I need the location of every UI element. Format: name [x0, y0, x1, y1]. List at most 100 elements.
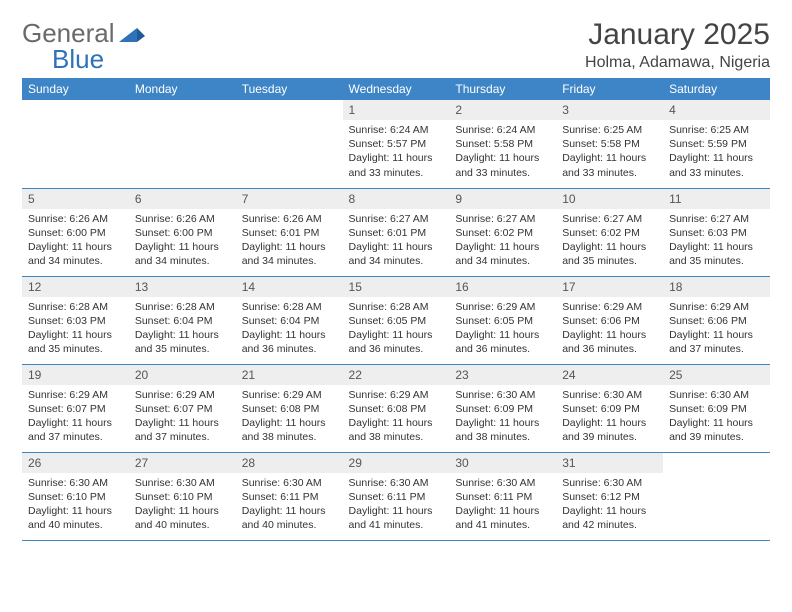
- daylight-text-1: Daylight: 11 hours: [28, 504, 123, 518]
- daylight-text-2: and 35 minutes.: [135, 342, 230, 356]
- day-header: Friday: [556, 78, 663, 100]
- calendar-cell: [22, 100, 129, 188]
- sunrise-text: Sunrise: 6:30 AM: [28, 476, 123, 490]
- calendar-cell: 5Sunrise: 6:26 AMSunset: 6:00 PMDaylight…: [22, 188, 129, 276]
- sunset-text: Sunset: 6:06 PM: [562, 314, 657, 328]
- sunrise-text: Sunrise: 6:27 AM: [562, 212, 657, 226]
- day-number: 26: [22, 453, 129, 473]
- day-header: Wednesday: [343, 78, 450, 100]
- day-number: 18: [663, 277, 770, 297]
- daylight-text-2: and 36 minutes.: [242, 342, 337, 356]
- calendar-cell: 1Sunrise: 6:24 AMSunset: 5:57 PMDaylight…: [343, 100, 450, 188]
- calendar-cell: 10Sunrise: 6:27 AMSunset: 6:02 PMDayligh…: [556, 188, 663, 276]
- daylight-text-2: and 34 minutes.: [455, 254, 550, 268]
- daylight-text-1: Daylight: 11 hours: [349, 151, 444, 165]
- sunset-text: Sunset: 6:08 PM: [349, 402, 444, 416]
- sunrise-text: Sunrise: 6:30 AM: [135, 476, 230, 490]
- daylight-text-1: Daylight: 11 hours: [135, 504, 230, 518]
- calendar-cell: 31Sunrise: 6:30 AMSunset: 6:12 PMDayligh…: [556, 452, 663, 540]
- calendar-cell: 24Sunrise: 6:30 AMSunset: 6:09 PMDayligh…: [556, 364, 663, 452]
- day-number: 13: [129, 277, 236, 297]
- daylight-text-1: Daylight: 11 hours: [28, 240, 123, 254]
- day-info: Sunrise: 6:29 AMSunset: 6:07 PMDaylight:…: [22, 385, 129, 449]
- calendar-cell: 12Sunrise: 6:28 AMSunset: 6:03 PMDayligh…: [22, 276, 129, 364]
- daylight-text-1: Daylight: 11 hours: [242, 416, 337, 430]
- daylight-text-1: Daylight: 11 hours: [135, 416, 230, 430]
- sunrise-text: Sunrise: 6:29 AM: [349, 388, 444, 402]
- day-info: Sunrise: 6:25 AMSunset: 5:58 PMDaylight:…: [556, 120, 663, 184]
- calendar-body: 1Sunrise: 6:24 AMSunset: 5:57 PMDaylight…: [22, 100, 770, 540]
- calendar-cell: 21Sunrise: 6:29 AMSunset: 6:08 PMDayligh…: [236, 364, 343, 452]
- sunset-text: Sunset: 6:04 PM: [135, 314, 230, 328]
- day-number: 21: [236, 365, 343, 385]
- calendar-row: 19Sunrise: 6:29 AMSunset: 6:07 PMDayligh…: [22, 364, 770, 452]
- daylight-text-2: and 36 minutes.: [349, 342, 444, 356]
- calendar-cell: 30Sunrise: 6:30 AMSunset: 6:11 PMDayligh…: [449, 452, 556, 540]
- sunrise-text: Sunrise: 6:28 AM: [242, 300, 337, 314]
- day-number: 23: [449, 365, 556, 385]
- calendar-cell: 22Sunrise: 6:29 AMSunset: 6:08 PMDayligh…: [343, 364, 450, 452]
- calendar-cell: 15Sunrise: 6:28 AMSunset: 6:05 PMDayligh…: [343, 276, 450, 364]
- day-number: 6: [129, 189, 236, 209]
- daylight-text-1: Daylight: 11 hours: [455, 504, 550, 518]
- sunrise-text: Sunrise: 6:29 AM: [669, 300, 764, 314]
- sunset-text: Sunset: 6:04 PM: [242, 314, 337, 328]
- day-number: 7: [236, 189, 343, 209]
- day-info: Sunrise: 6:30 AMSunset: 6:10 PMDaylight:…: [129, 473, 236, 537]
- calendar-cell: 3Sunrise: 6:25 AMSunset: 5:58 PMDaylight…: [556, 100, 663, 188]
- daylight-text-1: Daylight: 11 hours: [349, 328, 444, 342]
- calendar-cell: 9Sunrise: 6:27 AMSunset: 6:02 PMDaylight…: [449, 188, 556, 276]
- daylight-text-1: Daylight: 11 hours: [669, 416, 764, 430]
- sunrise-text: Sunrise: 6:30 AM: [455, 388, 550, 402]
- sunrise-text: Sunrise: 6:24 AM: [349, 123, 444, 137]
- calendar-cell: 4Sunrise: 6:25 AMSunset: 5:59 PMDaylight…: [663, 100, 770, 188]
- daylight-text-1: Daylight: 11 hours: [562, 328, 657, 342]
- day-info: Sunrise: 6:30 AMSunset: 6:09 PMDaylight:…: [663, 385, 770, 449]
- day-info: Sunrise: 6:27 AMSunset: 6:02 PMDaylight:…: [449, 209, 556, 273]
- calendar-cell: 13Sunrise: 6:28 AMSunset: 6:04 PMDayligh…: [129, 276, 236, 364]
- daylight-text-2: and 39 minutes.: [669, 430, 764, 444]
- daylight-text-1: Daylight: 11 hours: [669, 328, 764, 342]
- daylight-text-2: and 33 minutes.: [455, 166, 550, 180]
- day-info: Sunrise: 6:30 AMSunset: 6:11 PMDaylight:…: [236, 473, 343, 537]
- day-number: 9: [449, 189, 556, 209]
- calendar-cell: 29Sunrise: 6:30 AMSunset: 6:11 PMDayligh…: [343, 452, 450, 540]
- daylight-text-1: Daylight: 11 hours: [135, 328, 230, 342]
- daylight-text-1: Daylight: 11 hours: [28, 328, 123, 342]
- calendar-cell: 16Sunrise: 6:29 AMSunset: 6:05 PMDayligh…: [449, 276, 556, 364]
- sunset-text: Sunset: 6:10 PM: [135, 490, 230, 504]
- day-info: Sunrise: 6:30 AMSunset: 6:11 PMDaylight:…: [449, 473, 556, 537]
- calendar-table: SundayMondayTuesdayWednesdayThursdayFrid…: [22, 78, 770, 541]
- sunset-text: Sunset: 6:05 PM: [455, 314, 550, 328]
- day-number: 15: [343, 277, 450, 297]
- day-number: 1: [343, 100, 450, 120]
- sunrise-text: Sunrise: 6:24 AM: [455, 123, 550, 137]
- daylight-text-2: and 41 minutes.: [455, 518, 550, 532]
- daylight-text-1: Daylight: 11 hours: [562, 240, 657, 254]
- daylight-text-2: and 35 minutes.: [28, 342, 123, 356]
- day-number: 2: [449, 100, 556, 120]
- daylight-text-1: Daylight: 11 hours: [562, 151, 657, 165]
- sunset-text: Sunset: 5:58 PM: [455, 137, 550, 151]
- daylight-text-2: and 33 minutes.: [669, 166, 764, 180]
- calendar-head: SundayMondayTuesdayWednesdayThursdayFrid…: [22, 78, 770, 100]
- daylight-text-2: and 37 minutes.: [135, 430, 230, 444]
- day-info: Sunrise: 6:26 AMSunset: 6:00 PMDaylight:…: [22, 209, 129, 273]
- calendar-cell: 14Sunrise: 6:28 AMSunset: 6:04 PMDayligh…: [236, 276, 343, 364]
- daylight-text-2: and 38 minutes.: [455, 430, 550, 444]
- sunset-text: Sunset: 6:11 PM: [349, 490, 444, 504]
- day-number: 25: [663, 365, 770, 385]
- daylight-text-2: and 40 minutes.: [135, 518, 230, 532]
- calendar-cell: [236, 100, 343, 188]
- sunrise-text: Sunrise: 6:30 AM: [242, 476, 337, 490]
- day-info: Sunrise: 6:29 AMSunset: 6:08 PMDaylight:…: [236, 385, 343, 449]
- month-title: January 2025: [585, 18, 770, 52]
- sunset-text: Sunset: 6:11 PM: [242, 490, 337, 504]
- sunrise-text: Sunrise: 6:27 AM: [669, 212, 764, 226]
- day-number: 12: [22, 277, 129, 297]
- day-number: 30: [449, 453, 556, 473]
- daylight-text-1: Daylight: 11 hours: [562, 504, 657, 518]
- day-number: 27: [129, 453, 236, 473]
- day-info: Sunrise: 6:24 AMSunset: 5:57 PMDaylight:…: [343, 120, 450, 184]
- sunset-text: Sunset: 6:02 PM: [562, 226, 657, 240]
